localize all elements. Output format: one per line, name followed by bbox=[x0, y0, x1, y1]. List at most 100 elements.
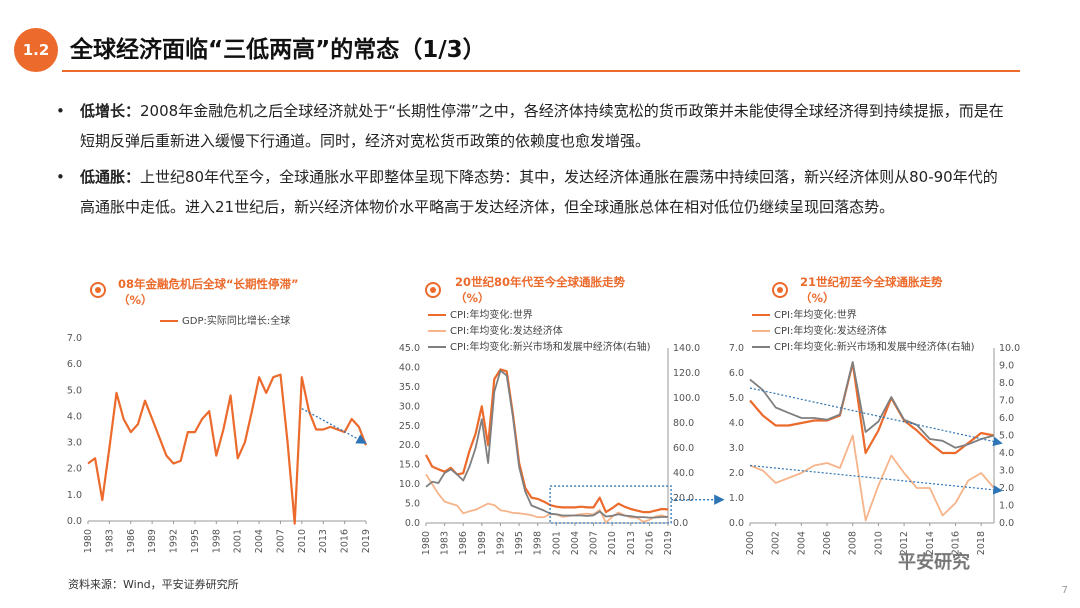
y-tick-label: 3.0 bbox=[67, 438, 82, 449]
x-tick-label: 1995 bbox=[514, 531, 525, 555]
y-tick-label: 5.0 bbox=[405, 499, 420, 510]
x-tick-label: 1980 bbox=[421, 531, 432, 555]
bullet-label: 低增长： bbox=[80, 102, 141, 120]
target-icon bbox=[772, 282, 788, 298]
section-badge: 1.2 bbox=[14, 28, 58, 72]
x-tick-label: 2001 bbox=[551, 531, 562, 555]
x-tick-label: 1998 bbox=[211, 529, 222, 553]
highlight-box bbox=[549, 485, 672, 524]
y-tick-label-right: 5.0 bbox=[999, 431, 1014, 442]
y-tick-label-right: 9.0 bbox=[999, 361, 1014, 372]
watermark: 平安研究 bbox=[898, 552, 970, 573]
chart3-cpi-line: 7.0 6.0 5.0 4.0 3.0 2.0 1.0 0.0 10.0 9.0 8.0 7.0 6.0… bbox=[729, 343, 1020, 555]
y-tick-label: 40.0 bbox=[399, 362, 420, 373]
series-line bbox=[749, 361, 995, 449]
y-tick-label-right: 40.0 bbox=[673, 468, 694, 479]
y-tick-label: 3.0 bbox=[729, 443, 744, 454]
y-tick-label: 4.0 bbox=[729, 418, 744, 429]
target-icon bbox=[425, 282, 441, 298]
series-line bbox=[87, 373, 368, 525]
y-tick-label: 15.0 bbox=[399, 460, 420, 471]
y-tick-label: 7.0 bbox=[67, 333, 82, 344]
x-tick-label: 2007 bbox=[275, 529, 286, 553]
x-tick-label: 2018 bbox=[976, 531, 987, 555]
series-line bbox=[749, 361, 995, 455]
y-tick-label-right: 6.0 bbox=[999, 413, 1014, 424]
x-tick-label: 1989 bbox=[477, 531, 488, 555]
y-tick-label: 6.0 bbox=[729, 368, 744, 379]
series-line bbox=[749, 434, 995, 522]
x-tick-label: 1992 bbox=[169, 529, 180, 553]
y-tick-label-right: 100.0 bbox=[673, 393, 700, 404]
y-tick-label-right: 60.0 bbox=[673, 443, 694, 454]
x-tick-label: 2006 bbox=[822, 531, 833, 555]
x-tick-label: 2010 bbox=[873, 531, 884, 555]
y-tick-label: 6.0 bbox=[67, 359, 82, 370]
series-line bbox=[425, 368, 669, 514]
x-tick-label: 2019 bbox=[361, 529, 372, 553]
y-tick-label: 5.0 bbox=[67, 385, 82, 396]
x-tick-label: 2007 bbox=[589, 531, 600, 555]
chart3-title: 21世纪初至今全球通胀走势 （%） bbox=[800, 275, 943, 305]
y-tick-label: 5.0 bbox=[729, 393, 744, 404]
y-tick-label: 0.0 bbox=[729, 518, 744, 529]
x-tick-label: 2012 bbox=[899, 531, 910, 555]
x-tick-label: 2019 bbox=[663, 531, 674, 555]
chart2-legend: CPI:年均变化:世界 CPI:年均变化:发达经济体 CPI:年均变化:新兴市场… bbox=[428, 308, 651, 356]
x-tick-label: 2016 bbox=[950, 531, 961, 555]
bullet-list: • 低增长：2008年金融危机之后全球经济就处于“长期性停滞”之中，各经济体持续… bbox=[52, 96, 1012, 228]
y-tick-label-right: 1.0 bbox=[999, 501, 1014, 512]
y-tick-label-right: 8.0 bbox=[999, 378, 1014, 389]
y-tick-label-right: 0.0 bbox=[673, 518, 688, 529]
y-tick-label: 45.0 bbox=[399, 343, 420, 354]
x-tick-label: 2013 bbox=[318, 529, 329, 553]
x-tick-label: 2000 bbox=[745, 531, 756, 555]
target-icon bbox=[90, 282, 106, 298]
x-tick-label: 2008 bbox=[848, 531, 859, 555]
x-tick-label: 1992 bbox=[495, 531, 506, 555]
legend-item: CPI:年均变化:新兴市场和发展中经济体(右轴) bbox=[752, 340, 975, 356]
chart2-title: 20世纪80年代至今全球通胀走势 （%） bbox=[455, 275, 626, 305]
trend-arrow bbox=[749, 464, 1003, 495]
legend-item: CPI:年均变化:发达经济体 bbox=[428, 324, 651, 340]
x-tick-label: 1995 bbox=[190, 529, 201, 553]
y-tick-label-right: 10.0 bbox=[999, 343, 1020, 354]
x-tick-label: 2004 bbox=[796, 531, 807, 555]
x-tick-label: 2004 bbox=[570, 531, 581, 555]
y-tick-label: 7.0 bbox=[729, 343, 744, 354]
y-tick-label-right: 120.0 bbox=[673, 368, 700, 379]
y-tick-label-right: 4.0 bbox=[999, 448, 1014, 459]
x-tick-label: 1986 bbox=[126, 529, 137, 553]
y-tick-label-right: 7.0 bbox=[999, 396, 1014, 407]
x-tick-label: 1998 bbox=[533, 531, 544, 555]
x-tick-label: 1986 bbox=[458, 531, 469, 555]
legend-label: GDP:实际同比增长:全球 bbox=[182, 316, 291, 327]
page-number: 7 bbox=[1061, 585, 1068, 596]
bullet-label: 低通胀： bbox=[80, 168, 141, 186]
y-tick-label: 0.0 bbox=[405, 518, 420, 529]
x-tick-label: 2014 bbox=[925, 531, 936, 555]
y-tick-label: 2.0 bbox=[67, 464, 82, 475]
x-tick-label: 1983 bbox=[440, 531, 451, 555]
legend-swatch-icon bbox=[160, 320, 178, 322]
source-note: 资料来源：Wind，平安证券研究所 bbox=[68, 578, 239, 591]
y-tick-label: 1.0 bbox=[729, 493, 744, 504]
y-tick-label-right: 3.0 bbox=[999, 466, 1014, 477]
x-tick-label: 2013 bbox=[626, 531, 637, 555]
legend-item: CPI:年均变化:发达经济体 bbox=[752, 324, 975, 340]
bullet-text: 上世纪80年代至今，全球通胀水平即整体呈现下降态势：其中，发达经济体通胀在震荡中… bbox=[80, 168, 998, 216]
bullet-low-inflation: • 低通胀：上世纪80年代至今，全球通胀水平即整体呈现下降态势：其中，发达经济体… bbox=[52, 162, 1012, 222]
series-line bbox=[425, 369, 669, 519]
trend-arrow bbox=[301, 408, 367, 444]
x-tick-label: 2016 bbox=[644, 531, 655, 555]
legend-item: CPI:年均变化:新兴市场和发展中经济体(右轴) bbox=[428, 340, 651, 356]
y-tick-label-right: 80.0 bbox=[673, 418, 694, 429]
page-title: 全球经济面临“三低两高”的常态（1/3） bbox=[70, 37, 486, 63]
y-tick-label: 2.0 bbox=[729, 468, 744, 479]
y-tick-label: 1.0 bbox=[67, 490, 82, 501]
legend-item: CPI:年均变化:世界 bbox=[428, 308, 651, 324]
y-tick-label: 10.0 bbox=[399, 479, 420, 490]
y-tick-label: 25.0 bbox=[399, 421, 420, 432]
bullet-low-growth: • 低增长：2008年金融危机之后全球经济就处于“长期性停滞”之中，各经济体持续… bbox=[52, 96, 1012, 156]
